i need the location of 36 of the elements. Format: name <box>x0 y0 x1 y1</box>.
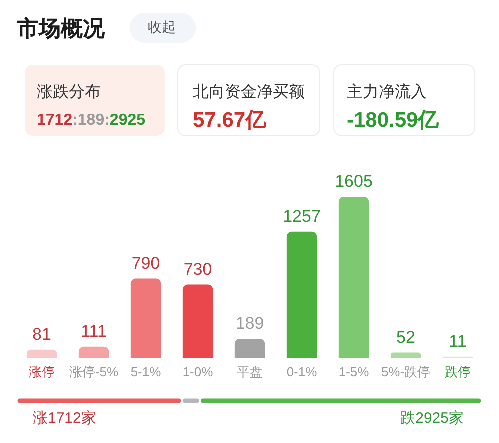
x-tick-label: 平盘 <box>237 364 263 380</box>
data-label: 11 <box>449 332 467 351</box>
data-label: 189 <box>236 314 264 334</box>
text: 涨跌分布 <box>37 83 101 101</box>
text: 涨1712家 <box>33 410 96 427</box>
chart-title: 市场概况 <box>16 16 106 41</box>
text: 跌2925家 <box>400 410 464 427</box>
bar <box>130 278 162 358</box>
bar <box>390 352 422 358</box>
text: 收起 <box>148 19 176 35</box>
text: 57.67亿 <box>193 109 268 132</box>
x-tick-label: 1-0% <box>182 364 214 380</box>
x-tick-label: 5%-跌停 <box>381 364 431 380</box>
data-label: 1605 <box>335 172 373 191</box>
bar <box>338 197 370 358</box>
text: -180.59亿 <box>347 109 440 132</box>
text: 北向资金净买额 <box>193 83 305 101</box>
data-label: 52 <box>396 328 416 347</box>
x-tick-label: 1-5% <box>338 364 370 380</box>
data-label: 730 <box>184 260 212 279</box>
text: 主力净流入 <box>347 83 427 101</box>
data-label: 111 <box>81 322 107 341</box>
data-label: 1257 <box>283 206 321 226</box>
bar <box>78 346 110 358</box>
x-tick-label: 5-1% <box>130 364 162 380</box>
bar <box>26 350 58 358</box>
data-label: 81 <box>32 324 52 344</box>
x-tick-label: 跌停 <box>445 364 471 380</box>
x-tick-label: 0-1% <box>286 364 318 380</box>
x-tick-label: 涨停 <box>29 364 55 380</box>
text: 1712:189:2925 <box>37 112 146 129</box>
data-label: 790 <box>132 254 160 273</box>
bar <box>234 339 266 358</box>
bar <box>286 232 318 358</box>
bar <box>182 284 214 358</box>
x-tick-label: 涨停-5% <box>69 364 119 380</box>
